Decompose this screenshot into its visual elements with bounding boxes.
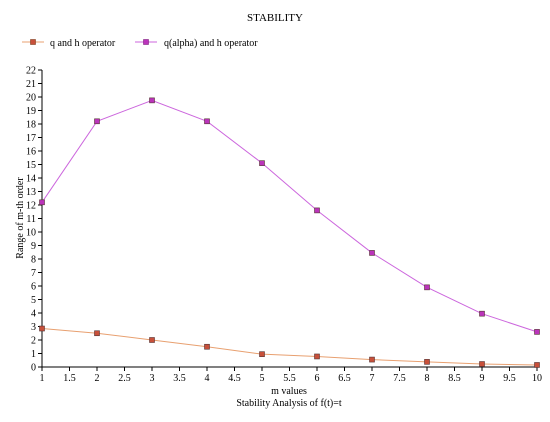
series-1-point bbox=[259, 351, 265, 357]
x-tick-label: 4.5 bbox=[228, 373, 241, 384]
y-tick-label: 6 bbox=[31, 282, 36, 293]
x-tick-label: 4 bbox=[205, 373, 210, 384]
series-1-point bbox=[94, 330, 100, 337]
legend-label-series-1: q and h operator bbox=[50, 38, 116, 49]
y-axis-label: Range of m-th order bbox=[15, 177, 26, 259]
x-tick-label: 9 bbox=[480, 373, 485, 384]
legend-marker-series-1 bbox=[30, 39, 36, 45]
legend-marker-series-2 bbox=[143, 39, 149, 45]
x-tick-label: 2.5 bbox=[118, 373, 131, 384]
series-1-line bbox=[41, 328, 538, 366]
series-1-point bbox=[424, 359, 430, 365]
legend-label-series-2: q(alpha) and h operator bbox=[164, 38, 258, 49]
x-tick-label: 8.5 bbox=[448, 373, 461, 384]
x-tick-label: 2 bbox=[95, 373, 100, 384]
series-markers bbox=[39, 97, 540, 368]
series-2-point bbox=[39, 199, 45, 206]
x-tick-label: 8 bbox=[425, 373, 430, 384]
series-2-line bbox=[41, 99, 538, 333]
x-tick-label: 1.5 bbox=[63, 373, 76, 384]
x-tick-label: 5.5 bbox=[283, 373, 296, 384]
series-2-point bbox=[424, 284, 430, 291]
series-1-point bbox=[149, 337, 155, 343]
y-tick-label: 1 bbox=[31, 349, 36, 360]
legend-item-series-2: q(alpha) and h operator bbox=[135, 38, 258, 49]
series-2-point bbox=[204, 118, 210, 125]
series-2-point bbox=[259, 160, 265, 166]
x-tick-label: 5 bbox=[260, 373, 265, 384]
x-tick-label: 7.5 bbox=[393, 373, 406, 384]
y-tick-label: 15 bbox=[26, 160, 36, 171]
y-tick-label: 13 bbox=[26, 187, 36, 198]
chart-subtitle: Stability Analysis of f(t)=t bbox=[236, 398, 342, 409]
series-1-point bbox=[39, 325, 45, 332]
y-tick-label: 9 bbox=[31, 241, 36, 252]
series-1-point bbox=[314, 353, 320, 360]
series-2-point bbox=[534, 329, 540, 335]
series-2-point bbox=[149, 97, 155, 104]
y-tick-label: 17 bbox=[26, 133, 36, 144]
x-tick-label: 7 bbox=[370, 373, 375, 384]
x-tick-label: 3 bbox=[150, 373, 155, 384]
series-2-point bbox=[314, 207, 320, 214]
series-2-point bbox=[479, 310, 485, 317]
x-tick-label: 3.5 bbox=[173, 373, 186, 384]
series-1-point bbox=[479, 361, 485, 367]
y-tick-label: 5 bbox=[31, 295, 36, 306]
x-axis: 1 1.5 2 2.5 3 3.5 4 4.5 5 5.5 6 6.5 7 7.5 8 8.5 9 9.5 10 bbox=[40, 366, 542, 384]
y-tick-label: 12 bbox=[26, 201, 36, 212]
y-tick-label: 4 bbox=[31, 309, 36, 320]
chart-title: STABILITY bbox=[247, 12, 303, 24]
x-tick-label: 9.5 bbox=[503, 373, 516, 384]
y-tick-label: 16 bbox=[26, 147, 36, 158]
y-tick-label: 22 bbox=[26, 66, 36, 77]
series-1-point bbox=[534, 362, 540, 368]
y-tick-label: 7 bbox=[31, 268, 36, 279]
x-axis-label: m values bbox=[271, 386, 307, 397]
y-tick-label: 14 bbox=[26, 174, 36, 185]
x-tick-label: 10 bbox=[532, 373, 542, 384]
x-tick-label: 6 bbox=[315, 373, 320, 384]
legend-item-series-1: q and h operator bbox=[22, 38, 116, 49]
y-tick-label: 21 bbox=[26, 79, 36, 90]
y-tick-label: 2 bbox=[31, 336, 36, 347]
legend: q and h operator q(alpha) and h operator bbox=[22, 38, 258, 49]
y-tick-label: 0 bbox=[31, 363, 36, 374]
series-2-point bbox=[94, 118, 100, 125]
series-lines bbox=[41, 99, 538, 366]
x-tick-label: 6.5 bbox=[338, 373, 351, 384]
series-1-point bbox=[369, 356, 375, 363]
y-tick-label: 3 bbox=[31, 322, 36, 333]
y-tick-label: 8 bbox=[31, 255, 36, 266]
y-tick-label: 20 bbox=[26, 93, 36, 104]
y-tick-label: 18 bbox=[26, 120, 36, 131]
x-ticks: 1 1.5 2 2.5 3 3.5 4 4.5 5 5.5 6 6.5 7 7.5 8 8.5 9 9.5 10 bbox=[40, 367, 542, 384]
y-tick-label: 10 bbox=[26, 228, 36, 239]
x-tick-label: 1 bbox=[40, 373, 45, 384]
y-tick-label: 11 bbox=[26, 214, 36, 225]
series-1-point bbox=[204, 343, 210, 350]
y-tick-label: 19 bbox=[26, 106, 36, 117]
series-2-point bbox=[369, 250, 375, 256]
